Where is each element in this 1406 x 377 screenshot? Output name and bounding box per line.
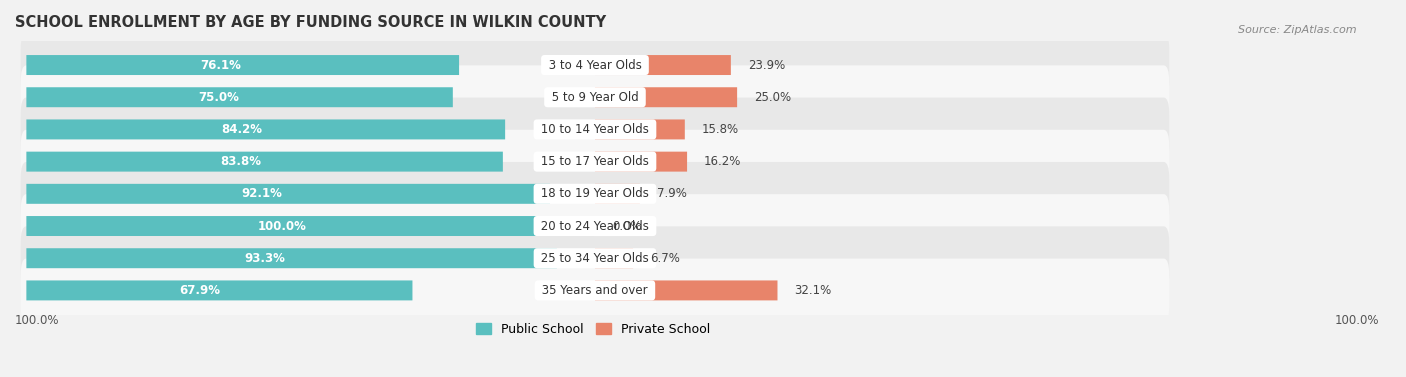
Text: 84.2%: 84.2% — [221, 123, 263, 136]
Text: 0.0%: 0.0% — [612, 219, 641, 233]
FancyBboxPatch shape — [27, 55, 460, 75]
FancyBboxPatch shape — [21, 226, 1170, 290]
Text: 7.9%: 7.9% — [657, 187, 686, 200]
FancyBboxPatch shape — [27, 248, 557, 268]
FancyBboxPatch shape — [27, 120, 505, 139]
Text: 100.0%: 100.0% — [257, 219, 307, 233]
FancyBboxPatch shape — [21, 130, 1170, 193]
FancyBboxPatch shape — [595, 55, 731, 75]
FancyBboxPatch shape — [27, 280, 412, 300]
Text: 25.0%: 25.0% — [754, 91, 792, 104]
Text: 16.2%: 16.2% — [704, 155, 741, 168]
Text: 23.9%: 23.9% — [748, 58, 785, 72]
Text: Source: ZipAtlas.com: Source: ZipAtlas.com — [1239, 25, 1357, 35]
Text: 5 to 9 Year Old: 5 to 9 Year Old — [548, 91, 643, 104]
Text: 83.8%: 83.8% — [221, 155, 262, 168]
FancyBboxPatch shape — [21, 259, 1170, 322]
Text: 6.7%: 6.7% — [650, 252, 681, 265]
Text: 93.3%: 93.3% — [245, 252, 285, 265]
FancyBboxPatch shape — [595, 120, 685, 139]
Text: 67.9%: 67.9% — [180, 284, 221, 297]
Text: 15.8%: 15.8% — [702, 123, 740, 136]
FancyBboxPatch shape — [27, 87, 453, 107]
Text: 76.1%: 76.1% — [201, 58, 242, 72]
FancyBboxPatch shape — [595, 248, 633, 268]
Text: 18 to 19 Year Olds: 18 to 19 Year Olds — [537, 187, 652, 200]
Text: 100.0%: 100.0% — [15, 314, 59, 326]
Text: 10 to 14 Year Olds: 10 to 14 Year Olds — [537, 123, 652, 136]
Text: 3 to 4 Year Olds: 3 to 4 Year Olds — [544, 58, 645, 72]
FancyBboxPatch shape — [27, 216, 595, 236]
Legend: Public School, Private School: Public School, Private School — [471, 318, 716, 341]
Text: 32.1%: 32.1% — [794, 284, 832, 297]
FancyBboxPatch shape — [27, 152, 503, 172]
Text: 20 to 24 Year Olds: 20 to 24 Year Olds — [537, 219, 652, 233]
Text: SCHOOL ENROLLMENT BY AGE BY FUNDING SOURCE IN WILKIN COUNTY: SCHOOL ENROLLMENT BY AGE BY FUNDING SOUR… — [15, 15, 606, 30]
Text: 25 to 34 Year Olds: 25 to 34 Year Olds — [537, 252, 652, 265]
FancyBboxPatch shape — [595, 152, 688, 172]
Text: 15 to 17 Year Olds: 15 to 17 Year Olds — [537, 155, 652, 168]
FancyBboxPatch shape — [21, 194, 1170, 258]
FancyBboxPatch shape — [21, 65, 1170, 129]
Text: 35 Years and over: 35 Years and over — [538, 284, 651, 297]
FancyBboxPatch shape — [595, 87, 737, 107]
FancyBboxPatch shape — [27, 184, 550, 204]
FancyBboxPatch shape — [21, 98, 1170, 161]
FancyBboxPatch shape — [595, 184, 640, 204]
FancyBboxPatch shape — [595, 280, 778, 300]
Text: 75.0%: 75.0% — [198, 91, 239, 104]
Text: 100.0%: 100.0% — [1336, 314, 1379, 326]
Text: 92.1%: 92.1% — [242, 187, 283, 200]
FancyBboxPatch shape — [21, 162, 1170, 226]
FancyBboxPatch shape — [21, 33, 1170, 97]
